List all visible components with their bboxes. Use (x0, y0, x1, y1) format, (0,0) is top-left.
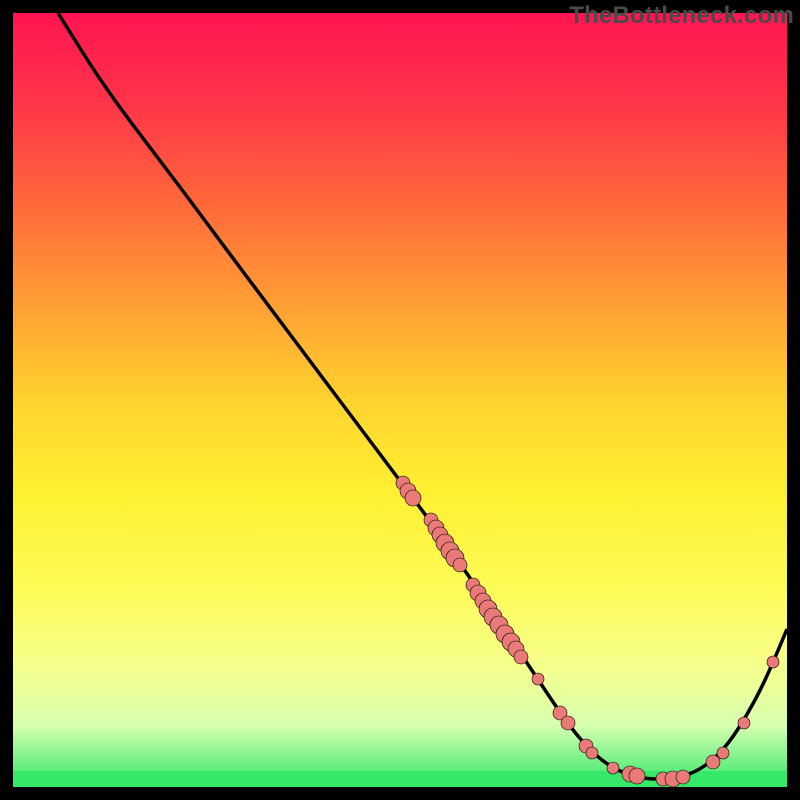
data-marker (706, 755, 720, 769)
data-marker (629, 768, 645, 784)
data-marker (738, 717, 750, 729)
chart-svg (13, 13, 787, 787)
data-marker (717, 747, 729, 759)
data-marker (532, 673, 544, 685)
data-marker (453, 558, 467, 572)
data-marker (767, 656, 779, 668)
data-marker (561, 716, 575, 730)
data-marker (586, 747, 598, 759)
plot-area (13, 13, 787, 787)
data-marker (405, 490, 421, 506)
data-marker (514, 650, 528, 664)
data-marker (607, 762, 619, 774)
chart-container: TheBottleneck.com (0, 0, 800, 800)
data-marker (676, 770, 690, 784)
watermark-text: TheBottleneck.com (569, 2, 794, 30)
background-rect (13, 13, 787, 787)
